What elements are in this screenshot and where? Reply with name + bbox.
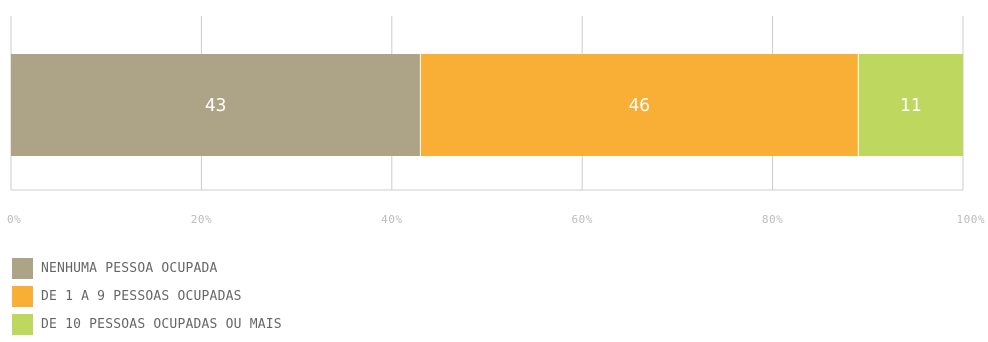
legend-swatch-1 [12, 286, 33, 307]
legend: NENHUMA PESSOA OCUPADA DE 1 A 9 PESSOAS O… [12, 258, 282, 342]
x-tick-label-2: 40% [381, 213, 402, 226]
x-tick-label-4: 80% [762, 213, 783, 226]
legend-swatch-0 [12, 258, 33, 279]
legend-label-2: DE 10 PESSOAS OCUPADAS OU MAIS [41, 317, 282, 332]
bar-segment-0 [11, 54, 421, 156]
x-tick-label-1: 20% [191, 213, 212, 226]
legend-item-0: NENHUMA PESSOA OCUPADA [12, 258, 282, 279]
legend-item-2: DE 10 PESSOAS OCUPADAS OU MAIS [12, 314, 282, 335]
legend-label-0: NENHUMA PESSOA OCUPADA [41, 261, 218, 276]
x-tick-labels: 0% 20% 40% 60% 80% 100% [7, 213, 985, 226]
legend-swatch-2 [12, 314, 33, 335]
legend-label-1: DE 1 A 9 PESSOAS OCUPADAS [41, 289, 242, 304]
bars [11, 54, 963, 156]
data-label-0: 43 [205, 95, 227, 116]
x-tick-label-3: 60% [572, 213, 593, 226]
bar-segment-2 [858, 54, 963, 156]
bar-labels: 43 46 11 [205, 95, 922, 116]
data-label-2: 11 [900, 95, 922, 116]
legend-item-1: DE 1 A 9 PESSOAS OCUPADAS [12, 286, 282, 307]
x-tick-label-0: 0% [7, 213, 21, 226]
x-tick-label-5: 100% [957, 213, 986, 226]
data-label-1: 46 [628, 95, 650, 116]
bar-segment-1 [420, 54, 859, 156]
stacked-bar-chart: 43 46 11 0% 20% 40% 60% 80% 100% [7, 16, 985, 226]
